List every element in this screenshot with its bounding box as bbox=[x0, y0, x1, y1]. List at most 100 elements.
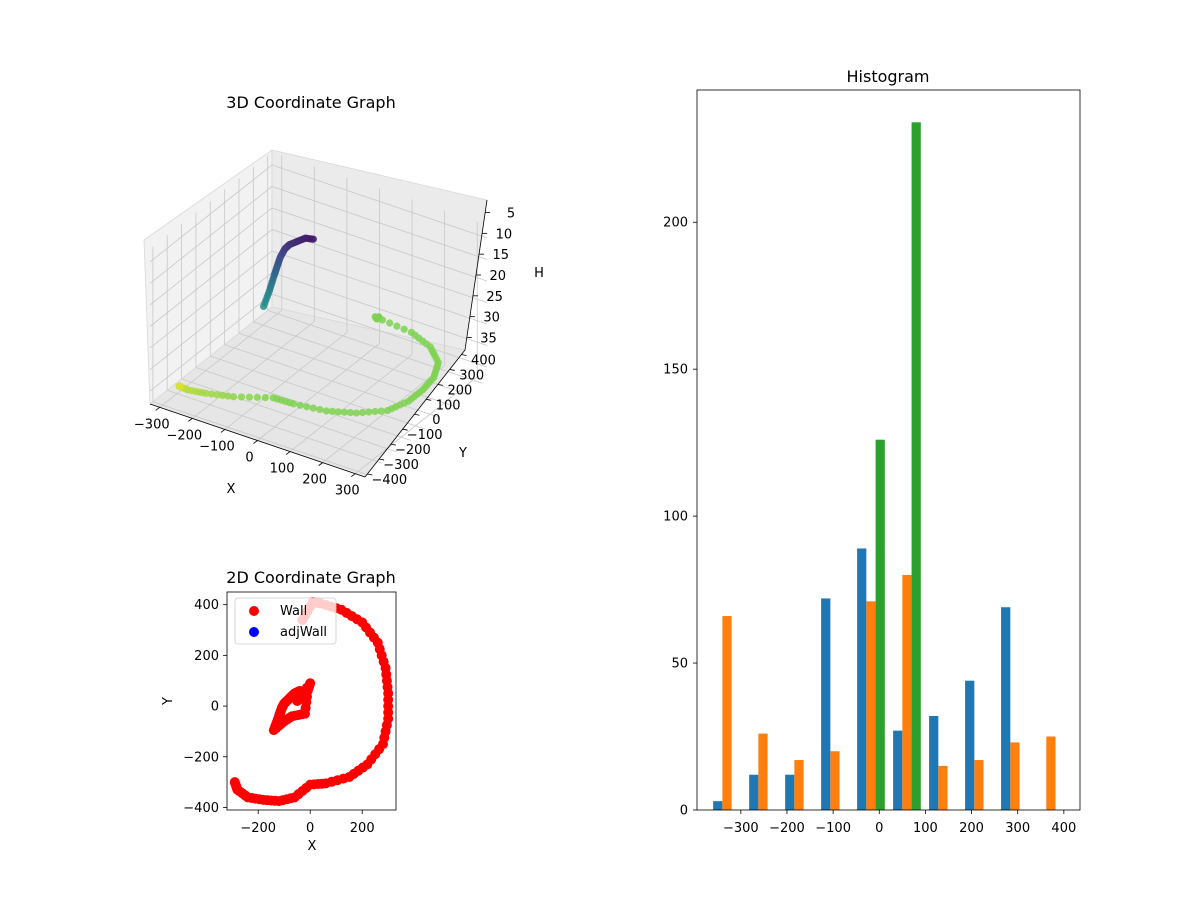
point-3d bbox=[261, 393, 269, 402]
x-tick-label-3d: 300 bbox=[335, 484, 360, 499]
histogram-bar-s1-4 bbox=[866, 601, 876, 810]
x-tick-label-3d: 0 bbox=[245, 451, 253, 466]
point-3d bbox=[352, 409, 361, 417]
plot-area-2d bbox=[226, 591, 397, 811]
histogram-bar-s0-2 bbox=[785, 774, 795, 810]
histogram-bars bbox=[713, 122, 1056, 810]
y-tick-label-3d: −400 bbox=[371, 473, 407, 488]
histogram-bar-s0-3 bbox=[821, 598, 831, 810]
grid-line-x-floor bbox=[192, 321, 315, 419]
y-tick-3d bbox=[402, 428, 408, 431]
point-3d bbox=[371, 407, 379, 416]
z-tick-label-3d: 10 bbox=[496, 227, 513, 242]
histogram-y-tick-label: 0 bbox=[680, 804, 688, 819]
ticks-2d: −200 0 200 −400 −200 0 200 400 bbox=[183, 598, 374, 836]
y-tick-label-3d: −300 bbox=[383, 458, 419, 473]
histogram-bar-s0-0 bbox=[713, 801, 723, 810]
histogram-bar-s0-7 bbox=[965, 680, 975, 810]
z-tick-label-3d: 5 bbox=[507, 207, 515, 222]
point-3d bbox=[378, 316, 387, 324]
x-tick-3d bbox=[220, 429, 226, 433]
histogram-bar-s1-9 bbox=[1046, 736, 1056, 810]
z-tick-label-3d: 15 bbox=[493, 248, 510, 263]
histogram-x-tick-label: 300 bbox=[1005, 821, 1030, 836]
histogram-title: Histogram bbox=[847, 67, 930, 86]
y-tick-label-3d: −200 bbox=[395, 443, 431, 458]
y-tick-3d bbox=[367, 473, 373, 476]
grid-line-x-floor bbox=[354, 376, 478, 474]
z-axis-label-3d: H bbox=[534, 266, 544, 281]
point-3d bbox=[237, 393, 246, 401]
x-tick-label-3d: −100 bbox=[199, 439, 235, 454]
y-tick-label-3d: 300 bbox=[459, 368, 484, 383]
scatter-y-tick-label: −400 bbox=[183, 801, 219, 816]
chart-histogram: Histogram −300 −200 −100 0 100 200 300 400 0 50 10… bbox=[663, 67, 1081, 836]
histogram-y-tick-label: 150 bbox=[663, 363, 688, 378]
x-tick-3d bbox=[285, 451, 291, 455]
point-3d bbox=[393, 322, 401, 330]
point-3d bbox=[316, 405, 324, 414]
scatter-point-wall bbox=[292, 696, 303, 706]
grid-line-z bbox=[149, 164, 488, 263]
chart-3d-title: 3D Coordinate Graph bbox=[226, 93, 395, 112]
y-tick-3d bbox=[461, 354, 467, 356]
z-tick-label-3d: 20 bbox=[489, 269, 506, 284]
histogram-x-tick-label: 200 bbox=[959, 821, 984, 836]
y-tick-label-3d: 100 bbox=[436, 398, 461, 413]
x-tick-3d bbox=[155, 406, 161, 411]
legend-marker-adjwall bbox=[249, 627, 259, 637]
y-tick-3d bbox=[414, 413, 420, 416]
point-3d bbox=[334, 408, 343, 416]
point-3d bbox=[218, 391, 227, 399]
y-tick-3d bbox=[437, 383, 444, 386]
grid-line-z bbox=[149, 229, 488, 327]
y-axis-line-3d bbox=[364, 349, 466, 478]
y-tick-label-3d: 200 bbox=[448, 383, 473, 398]
histogram-y-tick-label: 100 bbox=[663, 510, 688, 525]
point-3d bbox=[253, 393, 261, 401]
histogram-x-tick-label: 0 bbox=[875, 821, 883, 836]
histogram-x-tick-label: −300 bbox=[723, 821, 759, 836]
grid-line-y-floor bbox=[267, 310, 483, 384]
y-tick-3d bbox=[449, 369, 455, 371]
histogram-bar-s1-2 bbox=[794, 760, 804, 810]
chart-3d: 3D Coordinate Graph −300−200−10001002003… bbox=[134, 93, 544, 499]
y-axis-label-3d: Y bbox=[458, 446, 467, 461]
legend-2d: Wall adjWall bbox=[234, 597, 337, 645]
point-3d bbox=[245, 393, 254, 401]
point-3d bbox=[269, 394, 277, 402]
x-tick-label-3d: 200 bbox=[302, 473, 327, 488]
histogram-bar-s2-1 bbox=[911, 122, 921, 810]
point-3d bbox=[386, 319, 394, 327]
grid-line-y-floor bbox=[210, 355, 426, 430]
point-3d bbox=[383, 406, 392, 415]
point-3d bbox=[296, 401, 304, 409]
x-axis-label-3d: X bbox=[227, 482, 236, 497]
scatter-y-tick-label: 200 bbox=[194, 649, 219, 664]
histogram-bar-s1-5 bbox=[902, 574, 912, 810]
scatter-y-tick-label: −200 bbox=[183, 750, 219, 765]
chart-2d: 2D Coordinate Graph −200 0 200 −400 −200 0 200… bbox=[161, 568, 397, 854]
y-tick-3d bbox=[379, 458, 385, 461]
scatter-x-tick-label: 200 bbox=[350, 821, 375, 836]
histogram-x-tick-label: 400 bbox=[1051, 821, 1076, 836]
point-3d bbox=[303, 403, 311, 411]
scatter-y-tick-label: 400 bbox=[194, 598, 219, 613]
point-3d bbox=[400, 325, 408, 333]
scatter-y-tick-label: 0 bbox=[211, 700, 219, 715]
x-axis-label-2d: X bbox=[308, 839, 317, 854]
histogram-bar-s1-1 bbox=[758, 733, 768, 810]
point-3d bbox=[309, 404, 317, 412]
plot-area-histogram bbox=[696, 89, 1081, 811]
x-tick-label-3d: −200 bbox=[166, 428, 202, 443]
z-tick-label-3d: 35 bbox=[480, 332, 497, 347]
histogram-x-tick-label: −200 bbox=[769, 821, 805, 836]
ticks-histogram: −300 −200 −100 0 100 200 300 400 0 50 100 150 200 bbox=[663, 216, 1076, 836]
grid-line-z bbox=[149, 293, 488, 392]
y-tick-3d bbox=[390, 443, 396, 446]
x-tick-3d bbox=[318, 462, 323, 466]
grid-line-x-floor bbox=[322, 365, 445, 463]
scatter-x-tick-label: 0 bbox=[306, 821, 314, 836]
x-tick-3d bbox=[188, 418, 193, 422]
